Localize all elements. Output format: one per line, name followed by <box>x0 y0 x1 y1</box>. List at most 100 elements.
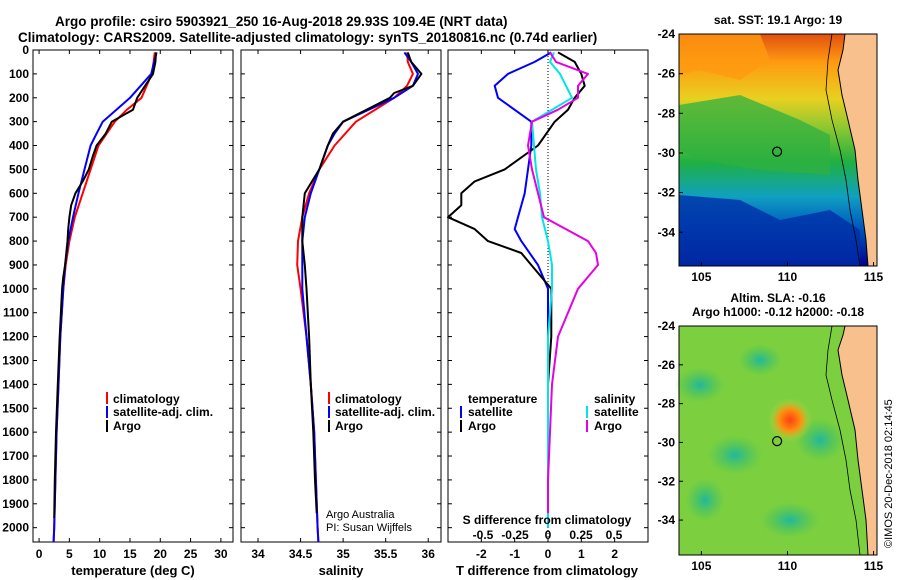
map-lat-label: -34 <box>658 225 676 239</box>
map-lat-label: -26 <box>658 358 676 372</box>
legend-label-climatology: climatology <box>113 392 180 406</box>
sla-map <box>675 325 878 556</box>
curve-salinity-argo <box>301 52 423 514</box>
map-lat-label: -28 <box>658 397 676 411</box>
salinity-xlabel: salinity <box>319 563 365 578</box>
temperature-xlabel: temperature (deg C) <box>71 563 195 578</box>
depth-tick-label: 700 <box>9 210 29 224</box>
depth-tick-label: 200 <box>9 91 29 105</box>
title-line-2: Climatology: CARS2009. Satellite-adjuste… <box>18 30 597 45</box>
depth-tick-label: 800 <box>9 234 29 248</box>
depth-tick-label: 1700 <box>2 449 29 463</box>
map-lon-label: 110 <box>778 559 798 573</box>
difference-legend: temperature satellite Argo salinity sate… <box>460 392 639 433</box>
depth-tick-label: 1400 <box>2 377 29 391</box>
legend-heading-temperature: temperature <box>468 392 538 406</box>
map-lon-label: 105 <box>691 559 711 573</box>
sla-cool-eddy <box>675 367 725 403</box>
imos-watermark: ©IMOS 20-Dec-2018 02:14:45 <box>883 399 895 548</box>
sla-land <box>838 326 877 555</box>
map-lon-label: 110 <box>778 270 798 284</box>
s-diff-tick-label: -0.5 <box>473 528 494 542</box>
salinity-x-axis: 34 34.5 35 35.5 36 <box>251 50 435 561</box>
legend-label-argo: Argo <box>113 419 141 433</box>
map-lat-label: -32 <box>658 474 676 488</box>
x-tick-label: 34 <box>251 547 265 561</box>
legend-label-climatology: climatology <box>335 392 402 406</box>
sst-warm-patch <box>679 34 770 80</box>
curve-difference-salinity-satellite <box>531 52 573 528</box>
x-tick-label: 5 <box>66 547 73 561</box>
sla-float-marker <box>771 436 783 447</box>
legend-label-s-satellite: satellite <box>594 405 639 419</box>
x-tick-label: 35.5 <box>374 547 398 561</box>
x-tick-label: 0 <box>545 547 552 561</box>
depth-tick-label: 1000 <box>2 282 29 296</box>
depth-tick-label: 1200 <box>2 330 29 344</box>
map-lat-label: -32 <box>658 186 676 200</box>
legend-label-t-satellite: satellite <box>468 405 513 419</box>
profile-curves <box>52 51 599 543</box>
x-tick-label: -1 <box>509 547 520 561</box>
difference-xlabel: T difference from climatology <box>456 563 639 578</box>
depth-tick-label: 400 <box>9 139 29 153</box>
curve-temperature-satellite-adj-clim- <box>52 52 158 543</box>
temperature-x-axis: 0 5 10 15 20 25 30 <box>36 50 228 561</box>
map-lat-label: -26 <box>658 67 676 81</box>
difference-top-xlabel: S difference from climatology <box>463 513 632 527</box>
sst-green-tongue <box>679 95 830 175</box>
map-lat-label: -34 <box>658 513 676 527</box>
x-tick-label: 0 <box>36 547 43 561</box>
curve-salinity-satellite-adj-clim- <box>301 51 419 543</box>
sla-map-frame <box>678 325 878 556</box>
depth-tick-label: 500 <box>9 162 29 176</box>
depth-tick-label: 300 <box>9 115 29 129</box>
sla-map-title-1: Altim. SLA: -0.16 <box>730 291 826 305</box>
map-lon-label: 115 <box>864 270 884 284</box>
curve-difference-temperature-satellite <box>493 51 552 528</box>
s-diff-tick-label: 0 <box>545 528 552 542</box>
depth-tick-label: 1300 <box>2 353 29 367</box>
sla-cool-eddy <box>707 435 763 475</box>
depth-tick-label: 1600 <box>2 425 29 439</box>
depth-tick-label: 600 <box>9 186 29 200</box>
sst-cool-patch <box>679 195 860 266</box>
sla-cool-eddy <box>760 502 820 538</box>
s-diff-tick-label: -0.25 <box>501 528 529 542</box>
x-tick-label: 30 <box>214 547 228 561</box>
legend-label-satellite: satellite-adj. clim. <box>113 405 213 419</box>
sst-coastline <box>837 33 869 267</box>
sst-land <box>838 34 877 266</box>
depth-tick-label: 100 <box>9 67 29 81</box>
x-tick-label: 25 <box>184 547 198 561</box>
x-tick-label: 1 <box>578 547 585 561</box>
depth-tick-label: 1900 <box>2 497 29 511</box>
salinity-legend: climatology satellite-adj. clim. Argo <box>328 392 435 433</box>
x-tick-label: 2 <box>611 547 618 561</box>
salinity-panel-frame <box>240 49 442 543</box>
map-lat-label: -30 <box>658 435 676 449</box>
temperature-legend: climatology satellite-adj. clim. Argo <box>106 392 213 433</box>
legend-label-satellite: satellite-adj. clim. <box>335 405 435 419</box>
temperature-panel-frame <box>32 49 234 543</box>
map-lat-label: -24 <box>658 27 676 41</box>
title-line-1: Argo profile: csiro 5903921_250 16-Aug-2… <box>55 14 507 29</box>
credit-line-2: PI: Susan Wijffels <box>326 522 412 534</box>
sst-map-axes: 105 110 115 -24 -26 -28 -30 -32 -34 <box>658 27 884 284</box>
depth-tick-label: 1100 <box>3 306 29 320</box>
map-lat-label: -24 <box>658 319 676 333</box>
sst-map <box>678 33 878 267</box>
x-tick-label: 35 <box>336 547 350 561</box>
sla-cool-eddy <box>685 478 725 522</box>
sst-isobath <box>825 33 861 267</box>
s-diff-tick-label: 0.5 <box>606 528 623 542</box>
sla-warm-eddy <box>768 398 812 442</box>
depth-tick-label: 900 <box>9 258 29 272</box>
x-tick-label: 20 <box>154 547 168 561</box>
sla-coastline <box>837 325 869 556</box>
depth-tick-label: 0 <box>22 43 29 57</box>
salinity-diff-ticks: -0.5 -0.25 0 0.25 0.5 <box>473 528 623 542</box>
curve-difference-temperature-argo <box>447 51 586 519</box>
curve-temperature-climatology <box>52 52 156 543</box>
